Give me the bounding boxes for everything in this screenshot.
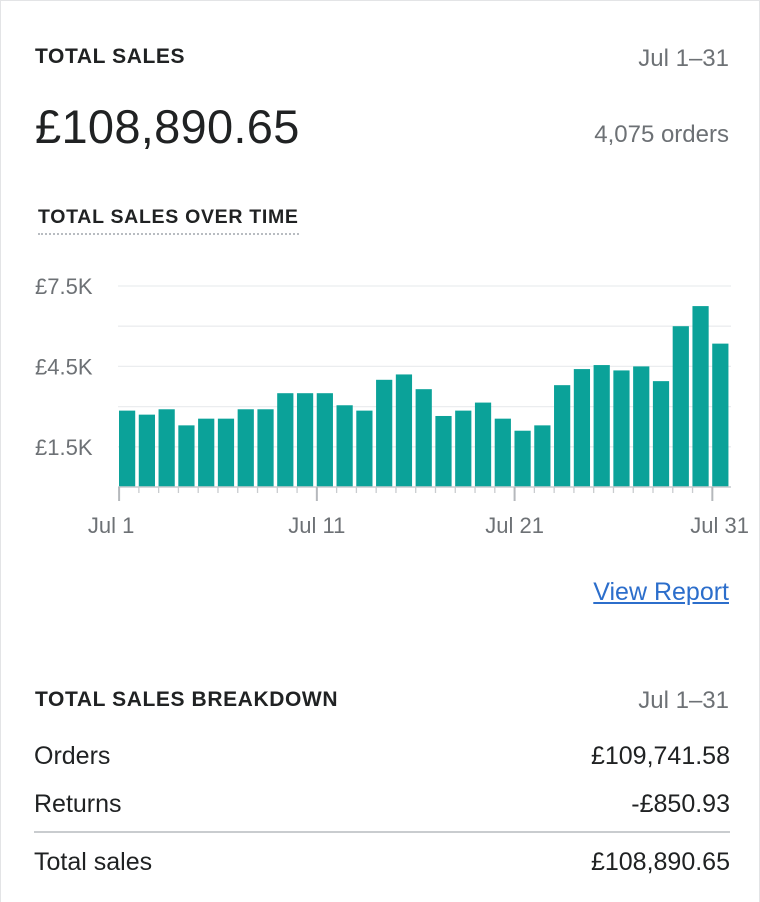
- bar-jul-5[interactable]: [198, 418, 215, 487]
- bar-jul-24[interactable]: [573, 369, 591, 487]
- row-value: £108,890.65: [590, 848, 730, 876]
- breakdown-row-returns: Returns -£850.93: [34, 790, 730, 830]
- bar-jul-9[interactable]: [277, 393, 294, 487]
- bar-jul-16[interactable]: [415, 389, 432, 487]
- bar-jul-21[interactable]: [514, 430, 531, 487]
- date-range: Jul 1–31: [638, 45, 729, 72]
- x-tick-label: Jul 21: [485, 513, 544, 538]
- y-tick-label: £7.5K: [35, 274, 93, 299]
- row-label: Orders: [34, 742, 111, 770]
- y-tick-label: £1.5K: [35, 435, 93, 460]
- view-report-link[interactable]: View Report: [593, 578, 729, 606]
- bar-jul-2[interactable]: [138, 414, 155, 487]
- total-sales-heading: TOTAL SALES: [35, 45, 186, 68]
- row-value: £109,741.58: [590, 742, 730, 770]
- bar-jul-12[interactable]: [336, 405, 353, 487]
- orders-count: 4,075 orders: [594, 121, 729, 148]
- bar-jul-18[interactable]: [455, 410, 472, 487]
- bar-jul-22[interactable]: [534, 425, 551, 487]
- bar-jul-23[interactable]: [554, 385, 571, 487]
- breakdown-heading: TOTAL SALES BREAKDOWN: [35, 688, 339, 711]
- breakdown-date-range: Jul 1–31: [638, 687, 729, 714]
- sales-bar-chart: £7.5K £4.5K £1.5K Jul 1 Jul 11 Jul 21 Jul 31: [35, 274, 749, 538]
- total-sales-amount: £108,890.65: [35, 100, 300, 153]
- breakdown-row-orders: Orders £109,741.58: [34, 742, 730, 782]
- bar-jul-26[interactable]: [613, 370, 630, 487]
- breakdown-row-total: Total sales £108,890.65: [34, 848, 730, 888]
- bar-jul-29[interactable]: [672, 326, 689, 487]
- bar-jul-8[interactable]: [257, 409, 274, 487]
- bar-jul-1[interactable]: [119, 410, 136, 487]
- bar-jul-31[interactable]: [712, 343, 729, 487]
- bar-jul-20[interactable]: [494, 418, 511, 487]
- bar-jul-28[interactable]: [652, 381, 670, 487]
- row-value: -£850.93: [631, 790, 730, 818]
- x-tick-label: Jul 1: [88, 513, 134, 538]
- bar-jul-30[interactable]: [692, 306, 709, 487]
- bar-jul-13[interactable]: [356, 410, 373, 487]
- bar-jul-7[interactable]: [237, 409, 254, 487]
- x-tick-label: Jul 31: [690, 513, 749, 538]
- total-divider: [34, 831, 730, 833]
- breakdown-card: TOTAL SALES BREAKDOWN Jul 1–31: [0, 647, 760, 902]
- bar-jul-19[interactable]: [474, 402, 492, 487]
- bar-jul-14[interactable]: [376, 379, 393, 487]
- x-tick-label: Jul 11: [288, 513, 345, 538]
- bar-jul-10[interactable]: [296, 393, 314, 487]
- chart-title[interactable]: TOTAL SALES OVER TIME: [38, 206, 299, 235]
- bar-jul-27[interactable]: [633, 366, 650, 487]
- bar-jul-3[interactable]: [158, 409, 175, 487]
- bar-jul-15[interactable]: [395, 374, 413, 487]
- y-tick-label: £4.5K: [35, 354, 93, 379]
- row-label: Returns: [34, 790, 122, 818]
- row-label: Total sales: [34, 848, 153, 876]
- bar-jul-4[interactable]: [178, 425, 195, 487]
- bar-jul-17[interactable]: [435, 415, 452, 487]
- total-sales-card: TOTAL SALES Jul 1–31 £108,890.65 4,075 o…: [0, 0, 760, 648]
- bar-jul-25[interactable]: [593, 365, 610, 487]
- bar-jul-11[interactable]: [316, 393, 333, 487]
- bar-jul-6[interactable]: [217, 418, 235, 487]
